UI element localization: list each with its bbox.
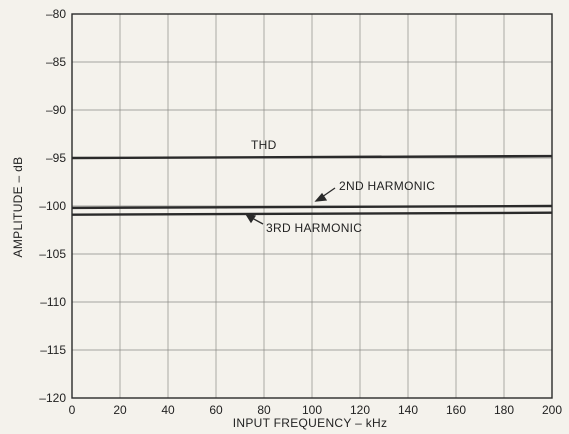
x-tick-labels: 0 20 40 60 80 100 120 140 160 180 200 — [69, 403, 563, 417]
x-tick-label: 0 — [69, 403, 76, 417]
third-harmonic-arrow — [244, 213, 264, 225]
series-line-thd — [71, 154, 553, 160]
second-harmonic-arrow — [314, 187, 336, 202]
thd-label: THD — [251, 138, 277, 152]
second-harmonic-label: 2ND HARMONIC — [339, 179, 435, 193]
y-tick-label: –80 — [46, 7, 66, 21]
x-tick-label: 80 — [257, 403, 271, 417]
y-tick-labels: –80 –85 –90 –95 –100 –105 –110 –115 –120 — [39, 7, 66, 405]
y-axis-label: AMPLITUDE – dB — [11, 157, 25, 258]
y-tick-label: –110 — [40, 295, 66, 309]
x-tick-label: 160 — [446, 403, 466, 417]
y-tick-label: –105 — [39, 247, 66, 261]
x-tick-label: 100 — [302, 403, 322, 417]
y-tick-label: –90 — [46, 103, 66, 117]
x-tick-label: 140 — [398, 403, 418, 417]
x-tick-label: 120 — [350, 403, 370, 417]
y-tick-label: –115 — [40, 343, 66, 357]
x-tick-label: 180 — [494, 403, 514, 417]
plot-frame — [71, 13, 553, 399]
y-tick-label: –100 — [39, 199, 66, 213]
series-group — [71, 154, 553, 216]
x-tick-label: 40 — [161, 403, 175, 417]
x-tick-label: 60 — [209, 403, 223, 417]
third-harmonic-label: 3RD HARMONIC — [266, 221, 362, 235]
y-tick-label: –85 — [46, 55, 66, 69]
y-tick-label: –95 — [46, 151, 66, 165]
series-line-2nd-harmonic — [71, 204, 553, 210]
y-tick-label: –120 — [39, 391, 66, 405]
x-tick-label: 200 — [542, 403, 562, 417]
x-axis-label: INPUT FREQUENCY – kHz — [233, 416, 388, 430]
series-line-3rd-harmonic — [71, 211, 553, 216]
x-tick-label: 20 — [113, 403, 127, 417]
